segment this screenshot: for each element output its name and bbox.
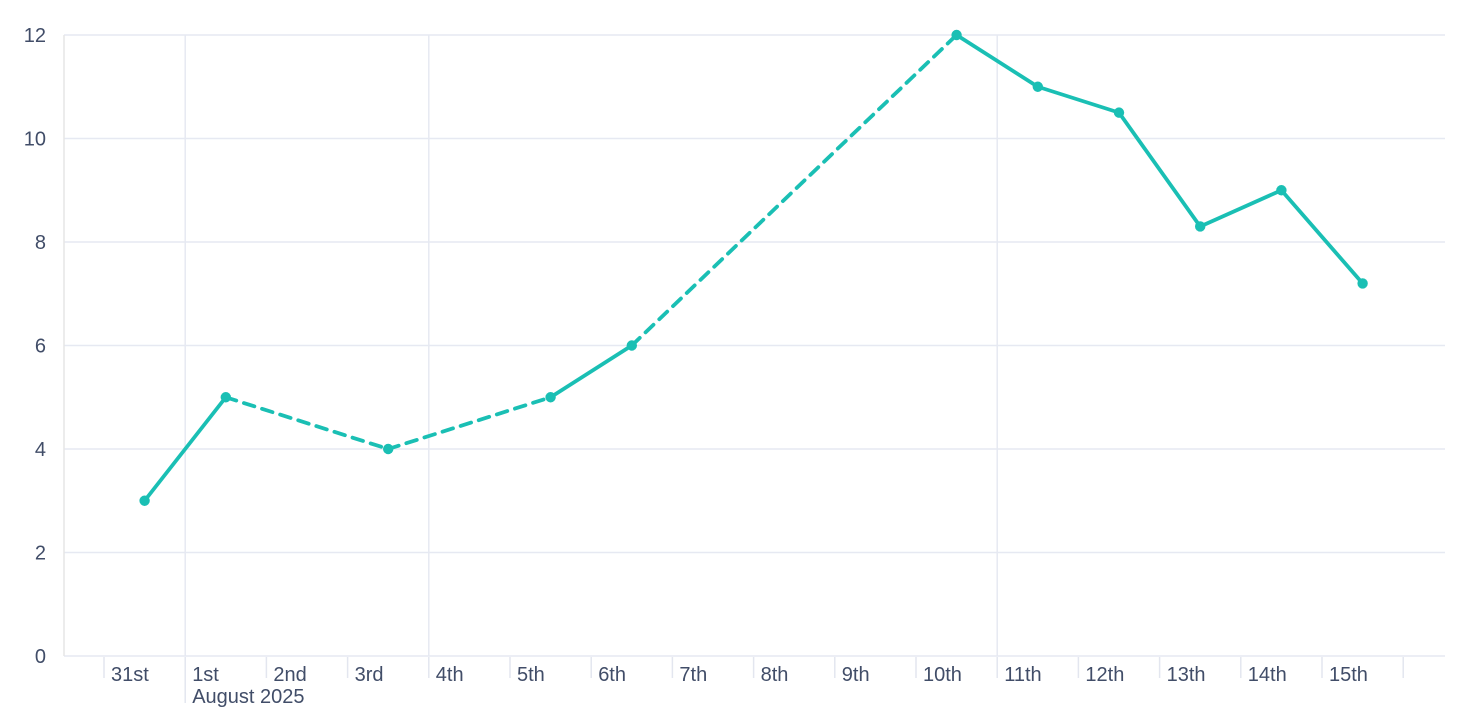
- data-point-marker[interactable]: [1032, 81, 1044, 92]
- x-tick-label: 14th: [1248, 664, 1287, 686]
- series-segment-solid: [1035, 84, 1121, 115]
- series-segment-dashed: [629, 33, 959, 348]
- y-tick-label: 10: [24, 129, 46, 151]
- x-tick-label: 6th: [598, 664, 626, 686]
- x-tick-label: 15th: [1329, 664, 1368, 686]
- series-segment-dashed: [386, 395, 553, 451]
- data-point-marker[interactable]: [951, 29, 962, 41]
- data-point-marker[interactable]: [1276, 185, 1287, 196]
- x-tick-label: 4th: [436, 664, 464, 686]
- series-segment-dashed: [223, 395, 391, 451]
- x-tick-label: 12th: [1085, 664, 1124, 686]
- x-tick-label: 1st: [192, 664, 219, 686]
- y-tick-label: 0: [35, 646, 46, 668]
- x-tick-label: 8th: [761, 664, 789, 686]
- series-segment-solid: [1279, 188, 1365, 286]
- series-segment-solid: [142, 395, 228, 503]
- x-axis-month-label: August 2025: [192, 686, 304, 708]
- x-tick-label: 2nd: [273, 664, 306, 686]
- y-tick-label: 6: [35, 336, 46, 358]
- series-segment-solid: [548, 343, 634, 400]
- x-tick-label: 31st: [111, 664, 149, 686]
- data-point-marker[interactable]: [1195, 221, 1206, 232]
- series-segment-solid: [954, 33, 1040, 89]
- data-point-marker[interactable]: [220, 392, 231, 403]
- x-tick-label: 9th: [842, 664, 870, 686]
- data-point-marker[interactable]: [1357, 278, 1368, 289]
- data-point-marker[interactable]: [383, 443, 394, 455]
- series-segment-solid: [1198, 188, 1284, 229]
- y-tick-label: 8: [35, 232, 46, 254]
- y-tick-label: 2: [35, 543, 46, 565]
- data-point-marker[interactable]: [139, 495, 150, 506]
- x-tick-label: 5th: [517, 664, 545, 686]
- data-point-marker[interactable]: [626, 340, 637, 351]
- data-point-marker[interactable]: [1113, 107, 1125, 118]
- x-tick-label: 10th: [923, 664, 962, 686]
- x-tick-label: 11th: [1004, 664, 1041, 686]
- y-tick-label: 12: [24, 25, 46, 47]
- x-tick-label: 3rd: [355, 664, 384, 686]
- y-tick-label: 4: [35, 439, 46, 461]
- x-tick-label: 13th: [1167, 664, 1206, 686]
- x-tick-label: 7th: [679, 664, 707, 686]
- data-point-marker[interactable]: [545, 392, 556, 403]
- series-segment-solid: [1117, 110, 1203, 229]
